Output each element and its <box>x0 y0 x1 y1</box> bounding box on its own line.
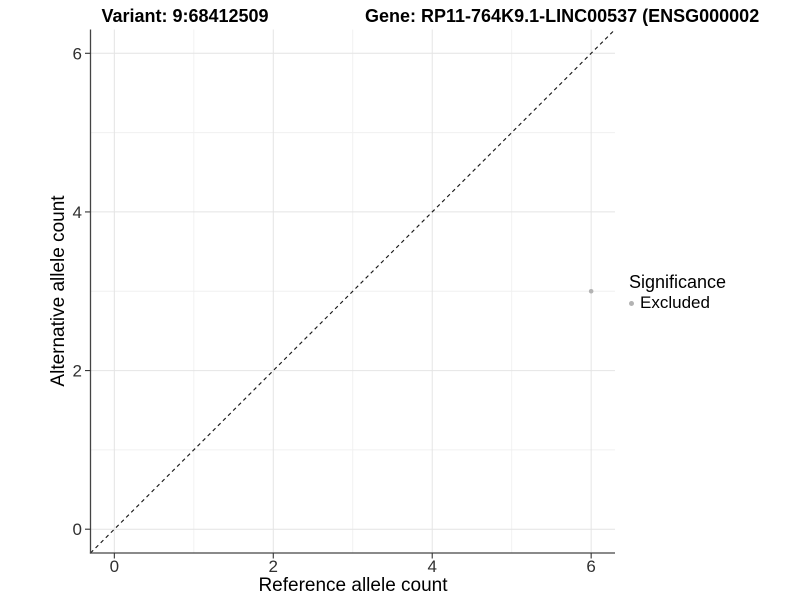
legend-point-swatch <box>629 300 634 306</box>
x-tick-label: 4 <box>427 557 436 576</box>
identity-line <box>90 29 616 554</box>
x-tick-label: 0 <box>110 557 119 576</box>
y-tick-label: 6 <box>73 44 82 63</box>
x-tick-label: 6 <box>586 557 595 576</box>
legend-item-excluded: Excluded <box>629 293 726 312</box>
plot-title-variant: Variant: 9:68412509 <box>101 6 268 26</box>
major-gridlines <box>90 29 615 553</box>
legend-item-label: Excluded <box>640 293 710 312</box>
legend: Significance Excluded <box>629 272 727 312</box>
x-tick-label: 2 <box>269 557 278 576</box>
x-axis-title: Reference allele count <box>258 575 448 596</box>
tick-labels: 0 2 4 6 0 2 4 6 <box>73 44 596 576</box>
identity-reference-line <box>90 29 616 554</box>
data-point-excluded <box>588 288 594 294</box>
y-axis-title: Alternative allele count <box>48 195 69 387</box>
y-tick-label: 0 <box>73 520 82 539</box>
axes <box>85 29 615 559</box>
plot-title-gene: Gene: RP11-764K9.1-LINC00537 (ENSG000002 <box>365 6 759 26</box>
data-points <box>588 288 594 294</box>
y-tick-label: 4 <box>73 203 82 222</box>
legend-title: Significance <box>629 272 727 292</box>
y-tick-label: 2 <box>73 362 82 381</box>
